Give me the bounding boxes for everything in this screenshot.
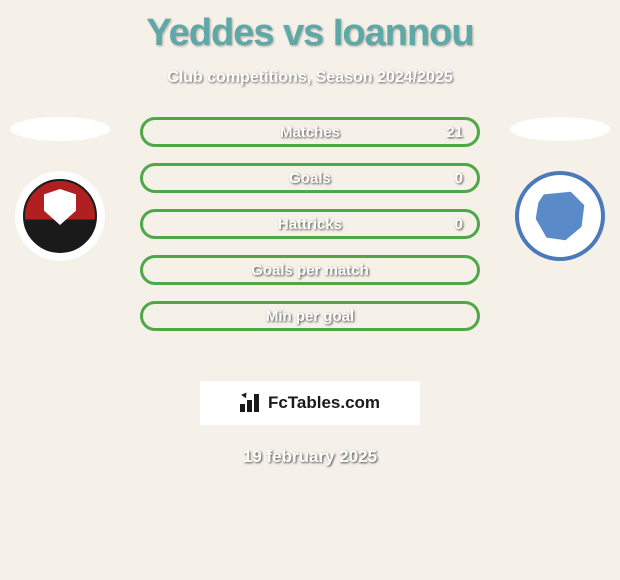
player2-column [500,117,620,261]
player2-club-badge [515,171,605,261]
stat-label: Min per goal [266,308,354,325]
stat-label: Goals per match [251,262,369,279]
player1-badge-inner [23,179,97,253]
date-line: 19 february 2025 [0,447,620,467]
stat-label: Hattricks [278,216,342,233]
stat-pill-min-per-goal: Min per goal [140,301,480,331]
shield-icon [44,189,76,225]
stat-label: Matches [280,124,340,141]
comparison-title: Yeddes vs Ioannou [0,0,620,55]
branding-box[interactable]: FcTables.com [200,381,420,425]
player1-club-badge [15,171,105,261]
stat-pill-hattricks: Hattricks 0 [140,209,480,239]
brand-text: FcTables.com [268,393,380,413]
stats-area: Matches 21 Goals 0 Hattricks 0 Goals per… [140,117,480,347]
season-subtitle: Club competitions, Season 2024/2025 [0,69,620,87]
stat-pill-goals-per-match: Goals per match [140,255,480,285]
player1-name-ellipse [10,117,110,141]
player2-badge-inner [533,189,587,243]
stat-value: 21 [446,124,463,141]
stat-value: 0 [455,216,463,233]
player2-name-ellipse [510,117,610,141]
bar-chart-icon [240,394,262,412]
content-area: Matches 21 Goals 0 Hattricks 0 Goals per… [0,117,620,377]
arrow-icon [241,391,249,399]
player1-column [0,117,120,261]
stat-pill-matches: Matches 21 [140,117,480,147]
stat-pill-goals: Goals 0 [140,163,480,193]
stat-value: 0 [455,170,463,187]
stat-label: Goals [289,170,331,187]
